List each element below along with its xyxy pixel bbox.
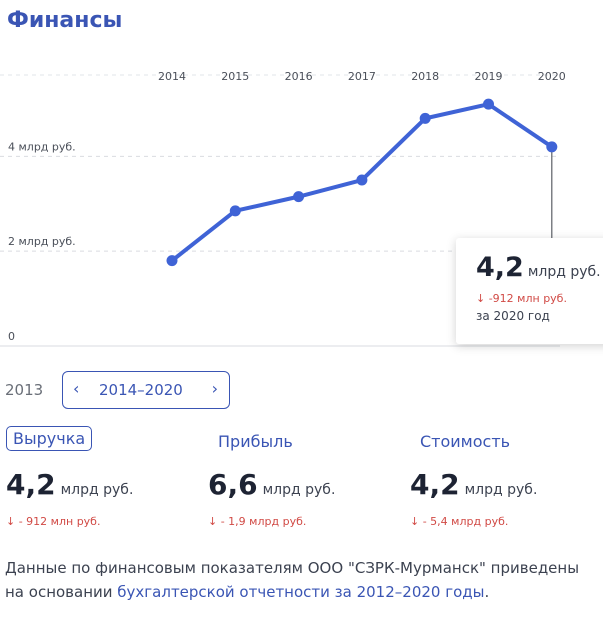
metric-profit: 6,6 млрд руб. [208,468,335,501]
note-text: Данные по финансовым показателям ООО "СЗ… [5,559,580,601]
metric-profit-value: 6,6 [208,468,258,501]
y-axis-ticks: 0 2 млрд руб. 4 млрд руб. [8,140,76,343]
tooltip-unit: млрд руб. [527,264,601,280]
tooltip-change: ↓ -912 млн руб. [476,292,567,305]
x-axis-ticks: 2014 2015 2016 2017 2018 2019 2020 [158,70,566,83]
tab-revenue[interactable]: Выручка [6,426,93,451]
x-tick-label: 2016 [285,70,313,83]
y-tick-label: 0 [8,330,15,343]
metric-profit-unit: млрд руб. [262,482,336,498]
metric-revenue: 4,2 млрд руб. [6,468,133,501]
tooltip-amount: 4,2 [476,252,524,283]
metric-value-value: 4,2 [410,468,460,501]
metric-value: 4,2 млрд руб. [410,468,537,501]
tab-profit[interactable]: Прибыль [218,432,293,451]
report-link[interactable]: бухгалтерской отчетности за 2012–2020 го… [117,583,485,601]
period-label: 2014–2020 [99,381,183,399]
y-tick-label: 4 млрд руб. [8,140,76,153]
metric-revenue-value: 4,2 [6,468,56,501]
x-tick-label: 2020 [538,70,566,83]
metric-profit-change: ↓ - 1,9 млрд руб. [208,515,307,528]
data-point [546,141,558,153]
x-tick-label: 2018 [411,70,439,83]
chart-tooltip: 4,2 млрд руб. ↓ -912 млн руб. за 2020 год [456,238,603,344]
data-point [166,255,178,267]
chevron-left-icon[interactable]: ‹ [73,379,80,398]
page-title: Финансы [7,8,123,33]
data-point [293,191,305,203]
metric-value-unit: млрд руб. [464,482,538,498]
x-tick-label: 2014 [158,70,186,83]
x-tick-label: 2019 [475,70,503,83]
metric-value-change: ↓ - 5,4 млрд руб. [410,515,509,528]
tooltip-value: 4,2 млрд руб. [476,252,601,283]
metric-revenue-unit: млрд руб. [60,482,134,498]
x-tick-label: 2015 [221,70,249,83]
tab-value[interactable]: Стоимость [420,432,511,451]
y-tick-label: 2 млрд руб. [8,235,76,248]
data-point [356,174,368,186]
data-point [419,112,431,124]
source-note: Данные по финансовым показателям ООО "СЗ… [5,556,585,604]
chevron-right-icon[interactable]: › [211,379,218,398]
x-tick-label: 2017 [348,70,376,83]
tooltip-period: за 2020 год [476,309,550,323]
metric-revenue-change: ↓ - 912 млн руб. [6,515,101,528]
data-point [229,205,241,217]
data-points [166,98,558,267]
data-point [483,98,494,110]
note-end: . [484,583,490,601]
period-selector[interactable]: ‹ 2014–2020 › [62,371,230,409]
prev-year-label[interactable]: 2013 [5,381,44,399]
